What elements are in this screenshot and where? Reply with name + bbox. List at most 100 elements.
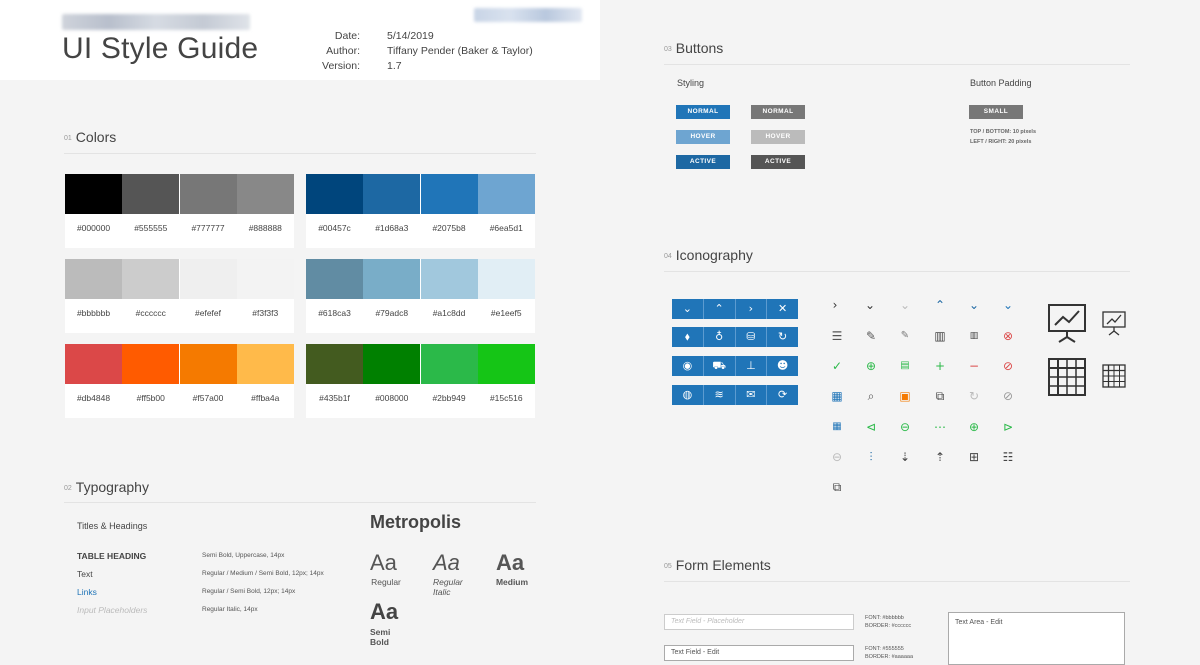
cart-icon[interactable]: ⛟ [712,359,727,372]
more-dots-icon[interactable]: ⋯ [934,420,946,434]
button-padding-label: Button Padding [970,78,1032,88]
secondary-normal-button[interactable]: NORMAL [751,105,805,119]
refresh-gray-icon[interactable]: ↻ [968,389,980,403]
back-circle-icon[interactable]: ⊖ [899,420,911,434]
chevron-up-blue-icon[interactable]: ⌃ [934,298,946,312]
close-circle-red-icon[interactable]: ⊗ [1002,329,1014,343]
color-swatch-label: #618ca3 [318,308,351,318]
document-green-icon[interactable]: ▤ [900,360,910,371]
meta-version-key: Version: [322,60,360,72]
sliders-icon[interactable]: ⫶ [869,450,873,464]
user-circle-icon[interactable]: ◉ [682,359,693,372]
plus-circle-icon[interactable]: ⊕ [865,359,877,373]
last-page-icon[interactable]: ⊳ [1002,420,1014,434]
first-page-icon[interactable]: ⊲ [865,420,877,434]
minus-red-icon[interactable]: − [968,359,980,373]
lightbulb-icon[interactable]: ♁ [715,330,724,343]
color-swatch-label: #a1c8dd [432,308,466,318]
trash-small-icon[interactable]: ▥ [969,331,979,341]
color-swatch [477,259,535,299]
close-icon[interactable]: ✕ [778,302,788,315]
pencil-icon[interactable]: ✎ [865,329,877,343]
chevron-up-icon[interactable]: ⌃ [714,302,724,315]
database-icon[interactable]: ⛁ [746,330,756,343]
color-swatch [65,174,122,214]
styling-label: Styling [677,78,705,88]
meta-author-value: Tiffany Pender (Baker & Taylor) [387,45,533,57]
swatch-group: #618ca3 #79adc8 #a1c8dd #e1eef5 [306,259,535,333]
calendar-small-icon[interactable]: ▦ [832,421,842,432]
color-swatch [236,259,294,299]
sample-medium: Aa [496,550,525,575]
swatch-group: #bbbbbb #cccccc #efefef #f3f3f3 [65,259,294,333]
copy-small-icon[interactable]: ⧉ [832,480,842,494]
links-label[interactable]: Links [77,587,97,597]
tag-icon[interactable]: ⬧ [684,330,690,343]
minus-circle-gray-icon[interactable]: ⊖ [831,450,843,464]
iconography-section-title: 04 Iconography [664,247,753,263]
forms-divider [664,581,1130,582]
mail-icon[interactable]: ✉ [746,388,756,401]
trash-icon[interactable]: ▥ [934,329,946,343]
grid-icon[interactable]: ⊞ [968,450,980,464]
color-swatch-label: #bbbbbb [76,308,111,318]
list-icon[interactable]: ☷ [1002,450,1014,464]
meta-version-value: 1.7 [387,60,402,72]
text-field-edit[interactable]: Text Field - Edit [664,645,854,661]
ban-gray-icon[interactable]: ⊘ [1002,389,1014,403]
color-swatch-label: #ffba4a [251,393,280,403]
primary-normal-button[interactable]: NORMAL [676,105,730,119]
chevron-right-icon[interactable]: › [748,302,754,315]
ban-red-icon[interactable]: ⊘ [1002,359,1014,373]
layers-icon[interactable]: ≋ [714,388,724,401]
color-swatch [306,174,363,214]
sample-semibold: Aa [370,599,399,624]
menu-icon[interactable]: ☰ [831,329,843,343]
secondary-hover-button[interactable]: HOVER [751,130,805,144]
color-swatch [306,344,363,384]
chevron-down-icon[interactable]: ⌄ [864,298,876,312]
text-desc: Regular / Medium / Semi Bold, 12px; 14px [202,570,324,577]
calendar-icon[interactable]: ▦ [831,389,843,403]
check-circle-icon[interactable]: ✓ [831,359,843,373]
colors-divider [64,153,536,154]
copy-icon[interactable]: ⧉ [935,389,945,403]
chevron-down-blue-icon[interactable]: ⌄ [968,298,980,312]
forward-circle-icon[interactable]: ⊕ [968,420,980,434]
color-swatch [122,259,180,299]
small-button[interactable]: SMALL [969,105,1023,119]
placeholder-desc: Regular Italic, 14px [202,606,258,613]
color-swatch-label: #e1eef5 [490,308,522,318]
plus-green-icon[interactable]: + [934,359,946,373]
chevron-right-icon[interactable]: › [832,298,838,312]
text-field-placeholder[interactable]: Text Field - Placeholder [664,614,854,630]
placeholder-label: Input Placeholders [77,605,148,615]
sort-desc-icon[interactable]: ⇣ [899,450,911,464]
presentation-chart-small-icon [1102,311,1126,336]
chevron-down-light-icon[interactable]: ⌄ [899,298,911,312]
secondary-active-button[interactable]: ACTIVE [751,155,805,169]
blurred-app-name [62,14,250,30]
chevron-down-lightblue-icon[interactable]: ⌄ [1002,298,1014,312]
color-swatch-label: #79adc8 [375,308,409,318]
chevron-down-icon[interactable]: ⌄ [682,302,692,315]
table-large-icon [1048,358,1086,396]
primary-active-button[interactable]: ACTIVE [676,155,730,169]
text-area-edit[interactable]: Text Area - Edit [948,612,1125,665]
icon-bar-navigation: ⌄ ⌃ › ✕ [672,299,798,319]
primary-hover-button[interactable]: HOVER [676,130,730,144]
sync-icon[interactable]: ⟳ [778,388,788,401]
pencil-small-icon[interactable]: ✎ [900,330,910,341]
color-swatch [122,174,180,214]
color-swatch-label: #15c516 [489,393,523,403]
globe-icon[interactable]: ◍ [682,388,693,401]
sort-asc-icon[interactable]: ⇡ [934,450,946,464]
refresh-icon[interactable]: ↻ [778,330,788,343]
swatch-group: #000000 #555555 #777777 #888888 [65,174,294,248]
users-icon[interactable]: ☻ [776,359,789,372]
table-heading-desc: Semi Bold, Uppercase, 14px [202,552,285,559]
hierarchy-icon[interactable]: ⊥ [746,359,756,372]
save-orange-icon[interactable]: ▣ [899,389,911,403]
zoom-icon[interactable]: ⌕ [867,389,875,403]
color-swatch-label: #00457c [318,223,351,233]
